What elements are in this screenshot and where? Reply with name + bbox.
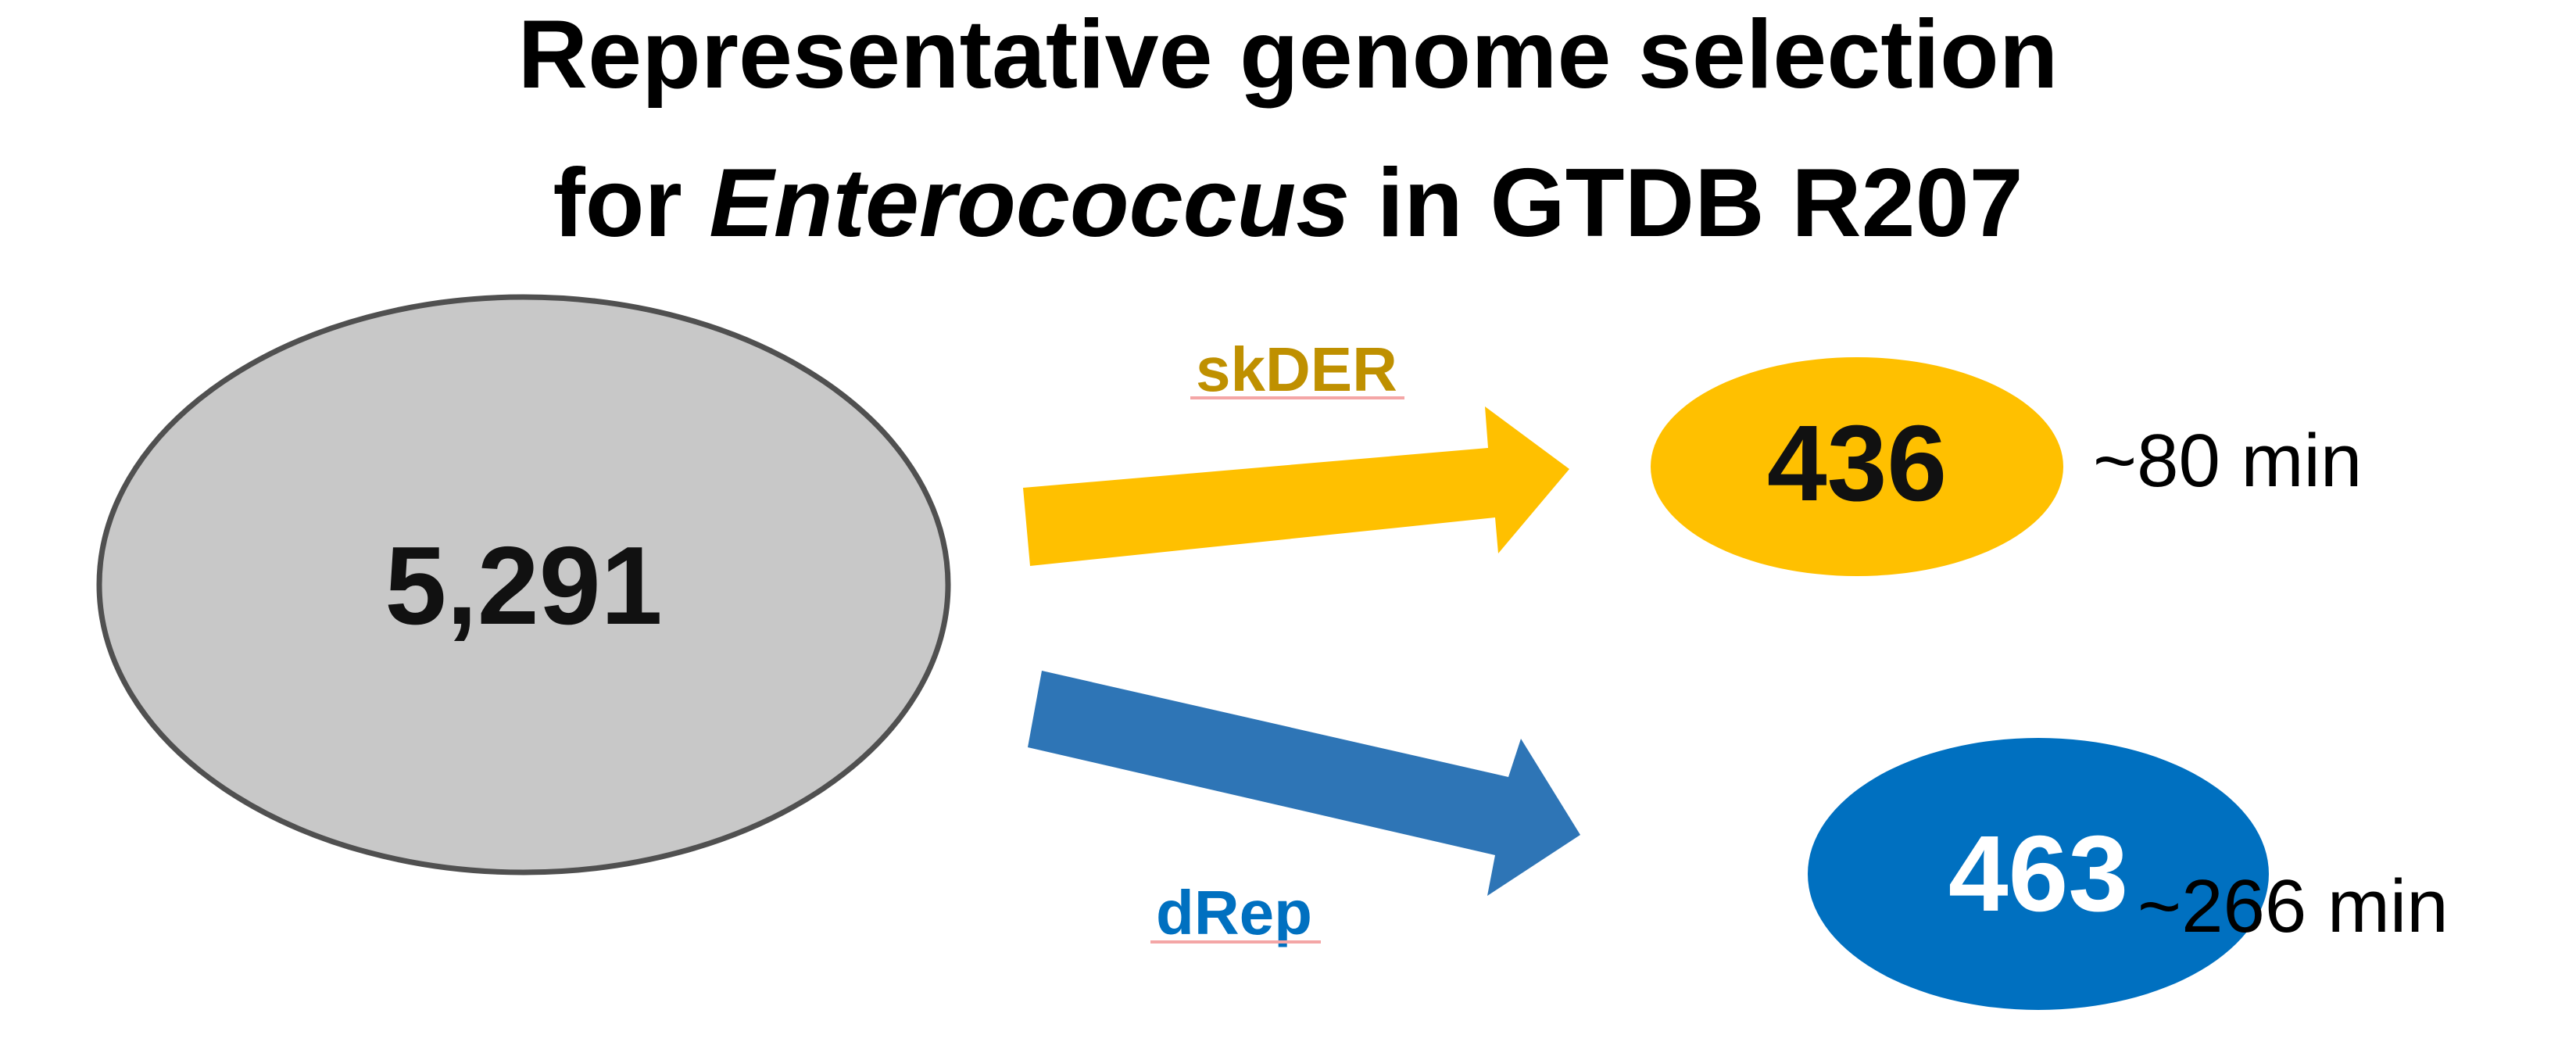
title-line-2-prefix: for xyxy=(553,149,709,257)
skder-label: skDER xyxy=(1196,335,1397,404)
source-genomes-ellipse xyxy=(96,294,951,875)
skder-runtime: ~80 min xyxy=(2093,419,2362,503)
drep-result-ellipse xyxy=(1808,738,2269,1010)
title-line-2: for Enterococcus in GTDB R207 xyxy=(553,149,2023,257)
skder-result-ellipse xyxy=(1651,357,2063,576)
skder-genome-count: 436 xyxy=(1767,403,1947,524)
title-line-2-suffix: in GTDB R207 xyxy=(1350,149,2023,257)
drep-arrow xyxy=(1028,671,1580,896)
title-genus-italic: Enterococcus xyxy=(709,149,1350,257)
source-genome-count: 5,291 xyxy=(385,524,662,648)
title-line-1: Representative genome selection xyxy=(518,1,2059,109)
drep-runtime: ~266 min xyxy=(2138,865,2449,948)
skder-arrow xyxy=(1023,406,1569,566)
drep-genome-count: 463 xyxy=(1948,814,2128,934)
drep-label: dRep xyxy=(1156,878,1312,947)
